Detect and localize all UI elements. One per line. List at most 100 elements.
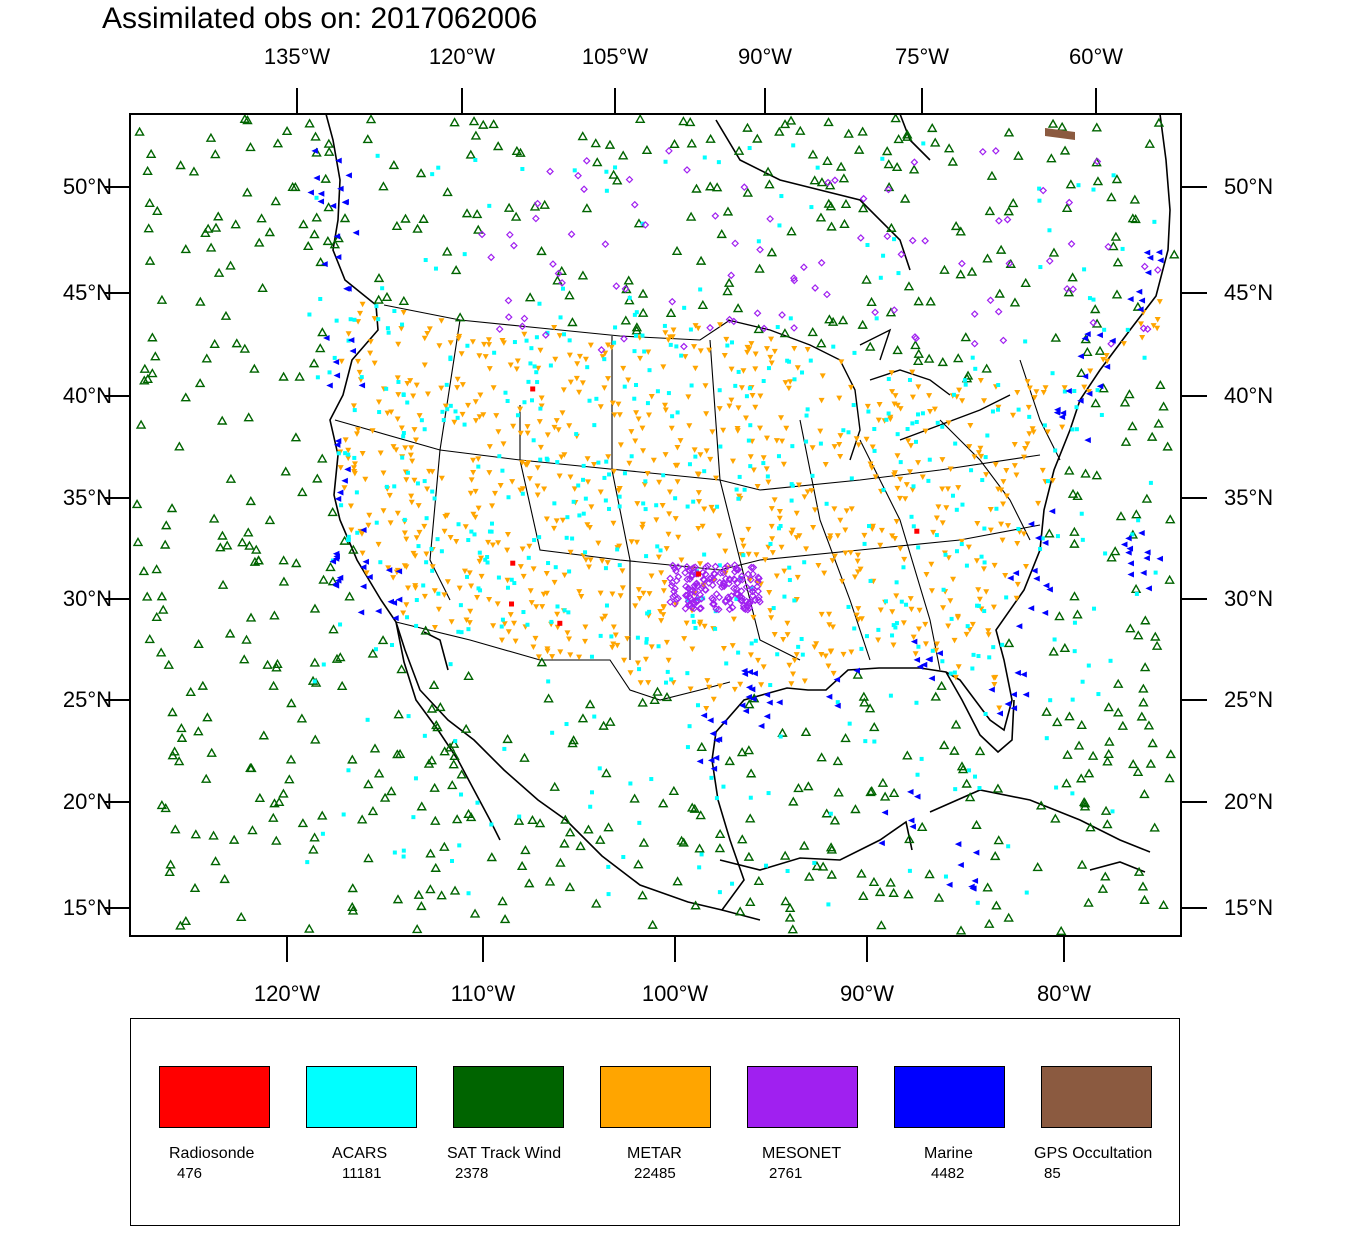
sat-track-wind-marker <box>144 255 156 265</box>
acars-marker <box>537 301 542 306</box>
metar-marker <box>505 629 512 635</box>
metar-marker <box>678 557 685 563</box>
acars-marker <box>376 317 381 322</box>
legend-swatch-metar <box>600 1066 711 1128</box>
sat-track-wind-marker <box>328 624 339 634</box>
acars-marker <box>950 493 955 498</box>
acars-marker <box>489 822 494 827</box>
sat-track-wind-marker <box>637 288 649 298</box>
metar-marker <box>891 470 898 476</box>
top-lon-label: 75°W <box>894 44 950 69</box>
acars-marker <box>534 335 539 340</box>
sat-track-wind-marker <box>193 638 204 649</box>
metar-marker <box>486 342 493 348</box>
sat-track-wind-marker <box>575 840 586 851</box>
mesonet-marker <box>674 572 683 581</box>
sat-track-wind-marker <box>418 213 429 223</box>
acars-marker <box>401 430 406 435</box>
acars-marker <box>796 644 801 649</box>
acars-marker <box>506 495 511 500</box>
acars-marker <box>765 474 770 479</box>
sat-track-wind-marker <box>657 798 669 808</box>
mesonet-marker <box>712 605 721 613</box>
sat-track-wind-marker <box>524 878 535 888</box>
sat-track-wind-marker <box>290 432 302 442</box>
coastline-baja <box>395 621 501 841</box>
metar-marker <box>876 402 883 408</box>
metar-marker <box>403 477 410 483</box>
sat-track-wind-marker <box>1147 738 1158 748</box>
sat-track-wind-marker <box>225 260 236 270</box>
marine-marker <box>1156 555 1163 562</box>
sat-track-wind-marker <box>236 911 247 921</box>
metar-marker <box>467 490 474 497</box>
metar-marker <box>983 589 990 595</box>
acars-marker <box>828 811 833 816</box>
marine-marker <box>748 686 756 693</box>
metar-marker <box>517 430 524 437</box>
marine-marker <box>336 489 344 496</box>
metar-marker <box>696 621 703 628</box>
metar-marker <box>474 595 481 601</box>
sat-track-wind-marker <box>1032 862 1043 872</box>
right-lat-label: 20°N <box>1224 789 1274 814</box>
sat-track-wind-marker <box>865 341 876 351</box>
metar-marker <box>722 548 729 555</box>
acars-marker <box>637 667 642 672</box>
metar-marker <box>971 454 978 460</box>
sat-track-wind-marker <box>1076 719 1087 730</box>
mesonet-marker <box>742 583 751 591</box>
sat-track-wind-marker <box>502 733 513 744</box>
sat-track-wind-marker <box>795 125 806 135</box>
metar-marker <box>407 378 414 384</box>
mesonet-marker <box>1089 318 1098 327</box>
metar-marker <box>1002 572 1009 579</box>
acars-marker <box>688 327 693 332</box>
acars-marker <box>538 457 543 462</box>
metar-marker <box>956 387 963 394</box>
sat-track-wind-marker <box>743 745 755 755</box>
acars-marker <box>734 597 739 602</box>
sat-track-wind-marker <box>304 118 315 128</box>
metar-marker <box>557 649 564 655</box>
metar-marker <box>609 644 616 651</box>
sat-track-wind-marker <box>1153 418 1164 428</box>
left-lat-label: 30°N <box>62 586 112 611</box>
sat-track-wind-marker <box>1100 805 1112 815</box>
acars-marker <box>1052 637 1057 642</box>
metar-marker <box>940 605 947 611</box>
marine-marker <box>326 382 333 389</box>
metar-marker <box>757 425 764 432</box>
marine-marker <box>333 233 341 240</box>
acars-marker <box>546 561 551 566</box>
acars-marker <box>528 361 533 366</box>
marine-marker <box>776 699 783 706</box>
metar-marker <box>752 366 759 372</box>
metar-marker <box>632 438 639 445</box>
acars-marker <box>555 460 560 465</box>
acars-marker <box>400 455 405 460</box>
sat-track-wind-marker <box>189 882 201 893</box>
metar-marker <box>475 456 482 462</box>
acars-marker <box>907 377 912 382</box>
sat-track-wind-marker <box>333 233 344 243</box>
metar-marker <box>854 569 861 575</box>
metar-marker <box>536 419 543 425</box>
metar-marker <box>492 490 499 497</box>
sat-track-wind-marker <box>815 212 827 222</box>
metar-marker <box>337 465 344 471</box>
sat-track-wind-marker <box>592 157 603 167</box>
acars-marker <box>1024 890 1029 895</box>
mesonet-marker <box>683 575 692 584</box>
sat-track-wind-marker <box>1035 800 1047 810</box>
metar-marker <box>869 444 876 451</box>
metar-marker <box>933 515 940 522</box>
sat-track-wind-marker <box>425 848 436 858</box>
metar-marker <box>444 579 451 585</box>
metar-marker <box>461 568 468 575</box>
acars-marker <box>500 617 505 622</box>
metar-marker <box>648 573 655 580</box>
sat-track-wind-marker <box>549 781 560 791</box>
metar-marker <box>1020 454 1027 461</box>
acars-marker <box>632 312 637 317</box>
